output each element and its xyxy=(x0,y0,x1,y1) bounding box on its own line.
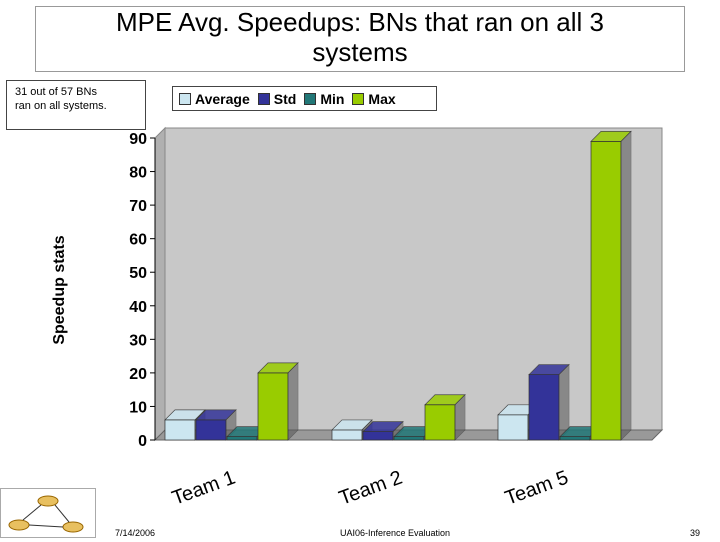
bar-min-3 xyxy=(559,436,591,441)
y-tick-label: 10 xyxy=(129,399,147,416)
x-tick-label: Team 2 xyxy=(336,467,405,510)
chart-legend: Average Std Min Max xyxy=(172,86,437,111)
logo-diagram-icon xyxy=(8,495,84,533)
slide-title: MPE Avg. Speedups: BNs that ran on all 3… xyxy=(35,6,685,72)
legend-item-max: Max xyxy=(352,90,396,107)
legend-swatch-min xyxy=(304,92,317,105)
note-line1: 31 out of 57 BNs xyxy=(15,86,97,98)
bar-average-1 xyxy=(164,419,196,441)
legend-label-std: Std xyxy=(273,90,297,107)
y-tick-label: 60 xyxy=(129,232,147,249)
slide-title-line1: MPE Avg. Speedups: BNs that ran on all 3 xyxy=(115,7,605,37)
legend-label-min: Min xyxy=(320,90,345,107)
bar-side-max-3 xyxy=(620,130,632,441)
legend-item-average: Average xyxy=(179,91,250,107)
y-tick-label: 30 xyxy=(129,332,147,349)
logo xyxy=(0,488,96,538)
bar-side-max-1 xyxy=(287,362,299,441)
slide-title-line2: systems xyxy=(312,37,408,67)
chart-side-wall xyxy=(154,126,166,442)
legend-swatch-max xyxy=(352,92,365,105)
bar-average-3 xyxy=(497,414,529,441)
legend-label-max: Max xyxy=(368,90,396,107)
bar-std-3 xyxy=(528,374,560,441)
bar-max-2 xyxy=(424,404,456,441)
y-tick-label: 50 xyxy=(129,265,147,282)
bar-max-3 xyxy=(590,141,622,441)
x-tick-label: Team 5 xyxy=(502,467,571,510)
legend-label-average: Average xyxy=(195,90,250,107)
legend-item-min: Min xyxy=(304,91,344,107)
x-tick-label: Team 1 xyxy=(169,467,238,510)
bar-max-1 xyxy=(257,372,289,441)
note-box: 31 out of 57 BNs ran on all systems. xyxy=(6,80,146,130)
bar-std-1 xyxy=(195,419,227,441)
y-tick-label: 40 xyxy=(129,299,147,316)
legend-swatch-std xyxy=(257,92,270,105)
bar-std-2 xyxy=(362,431,394,441)
chart-back-wall xyxy=(164,127,663,431)
bar-min-2 xyxy=(393,436,425,441)
bar-side-max-2 xyxy=(454,393,466,441)
bar-min-1 xyxy=(226,436,258,441)
note-line2: ran on all systems. xyxy=(15,100,107,112)
footer-date: 7/14/2006 xyxy=(115,528,156,538)
y-tick-label: 20 xyxy=(129,366,147,383)
footer-center: UAI06-Inference Evaluation xyxy=(340,528,451,538)
footer-page: 39 xyxy=(690,528,701,538)
y-tick-label: 70 xyxy=(129,198,147,215)
y-tick-label: 80 xyxy=(129,165,147,182)
legend-swatch-average xyxy=(179,92,191,105)
bar-average-2 xyxy=(331,429,363,441)
y-tick-label: 90 xyxy=(129,131,147,148)
y-tick-label: 0 xyxy=(138,433,147,450)
legend-item-std: Std xyxy=(257,90,297,107)
